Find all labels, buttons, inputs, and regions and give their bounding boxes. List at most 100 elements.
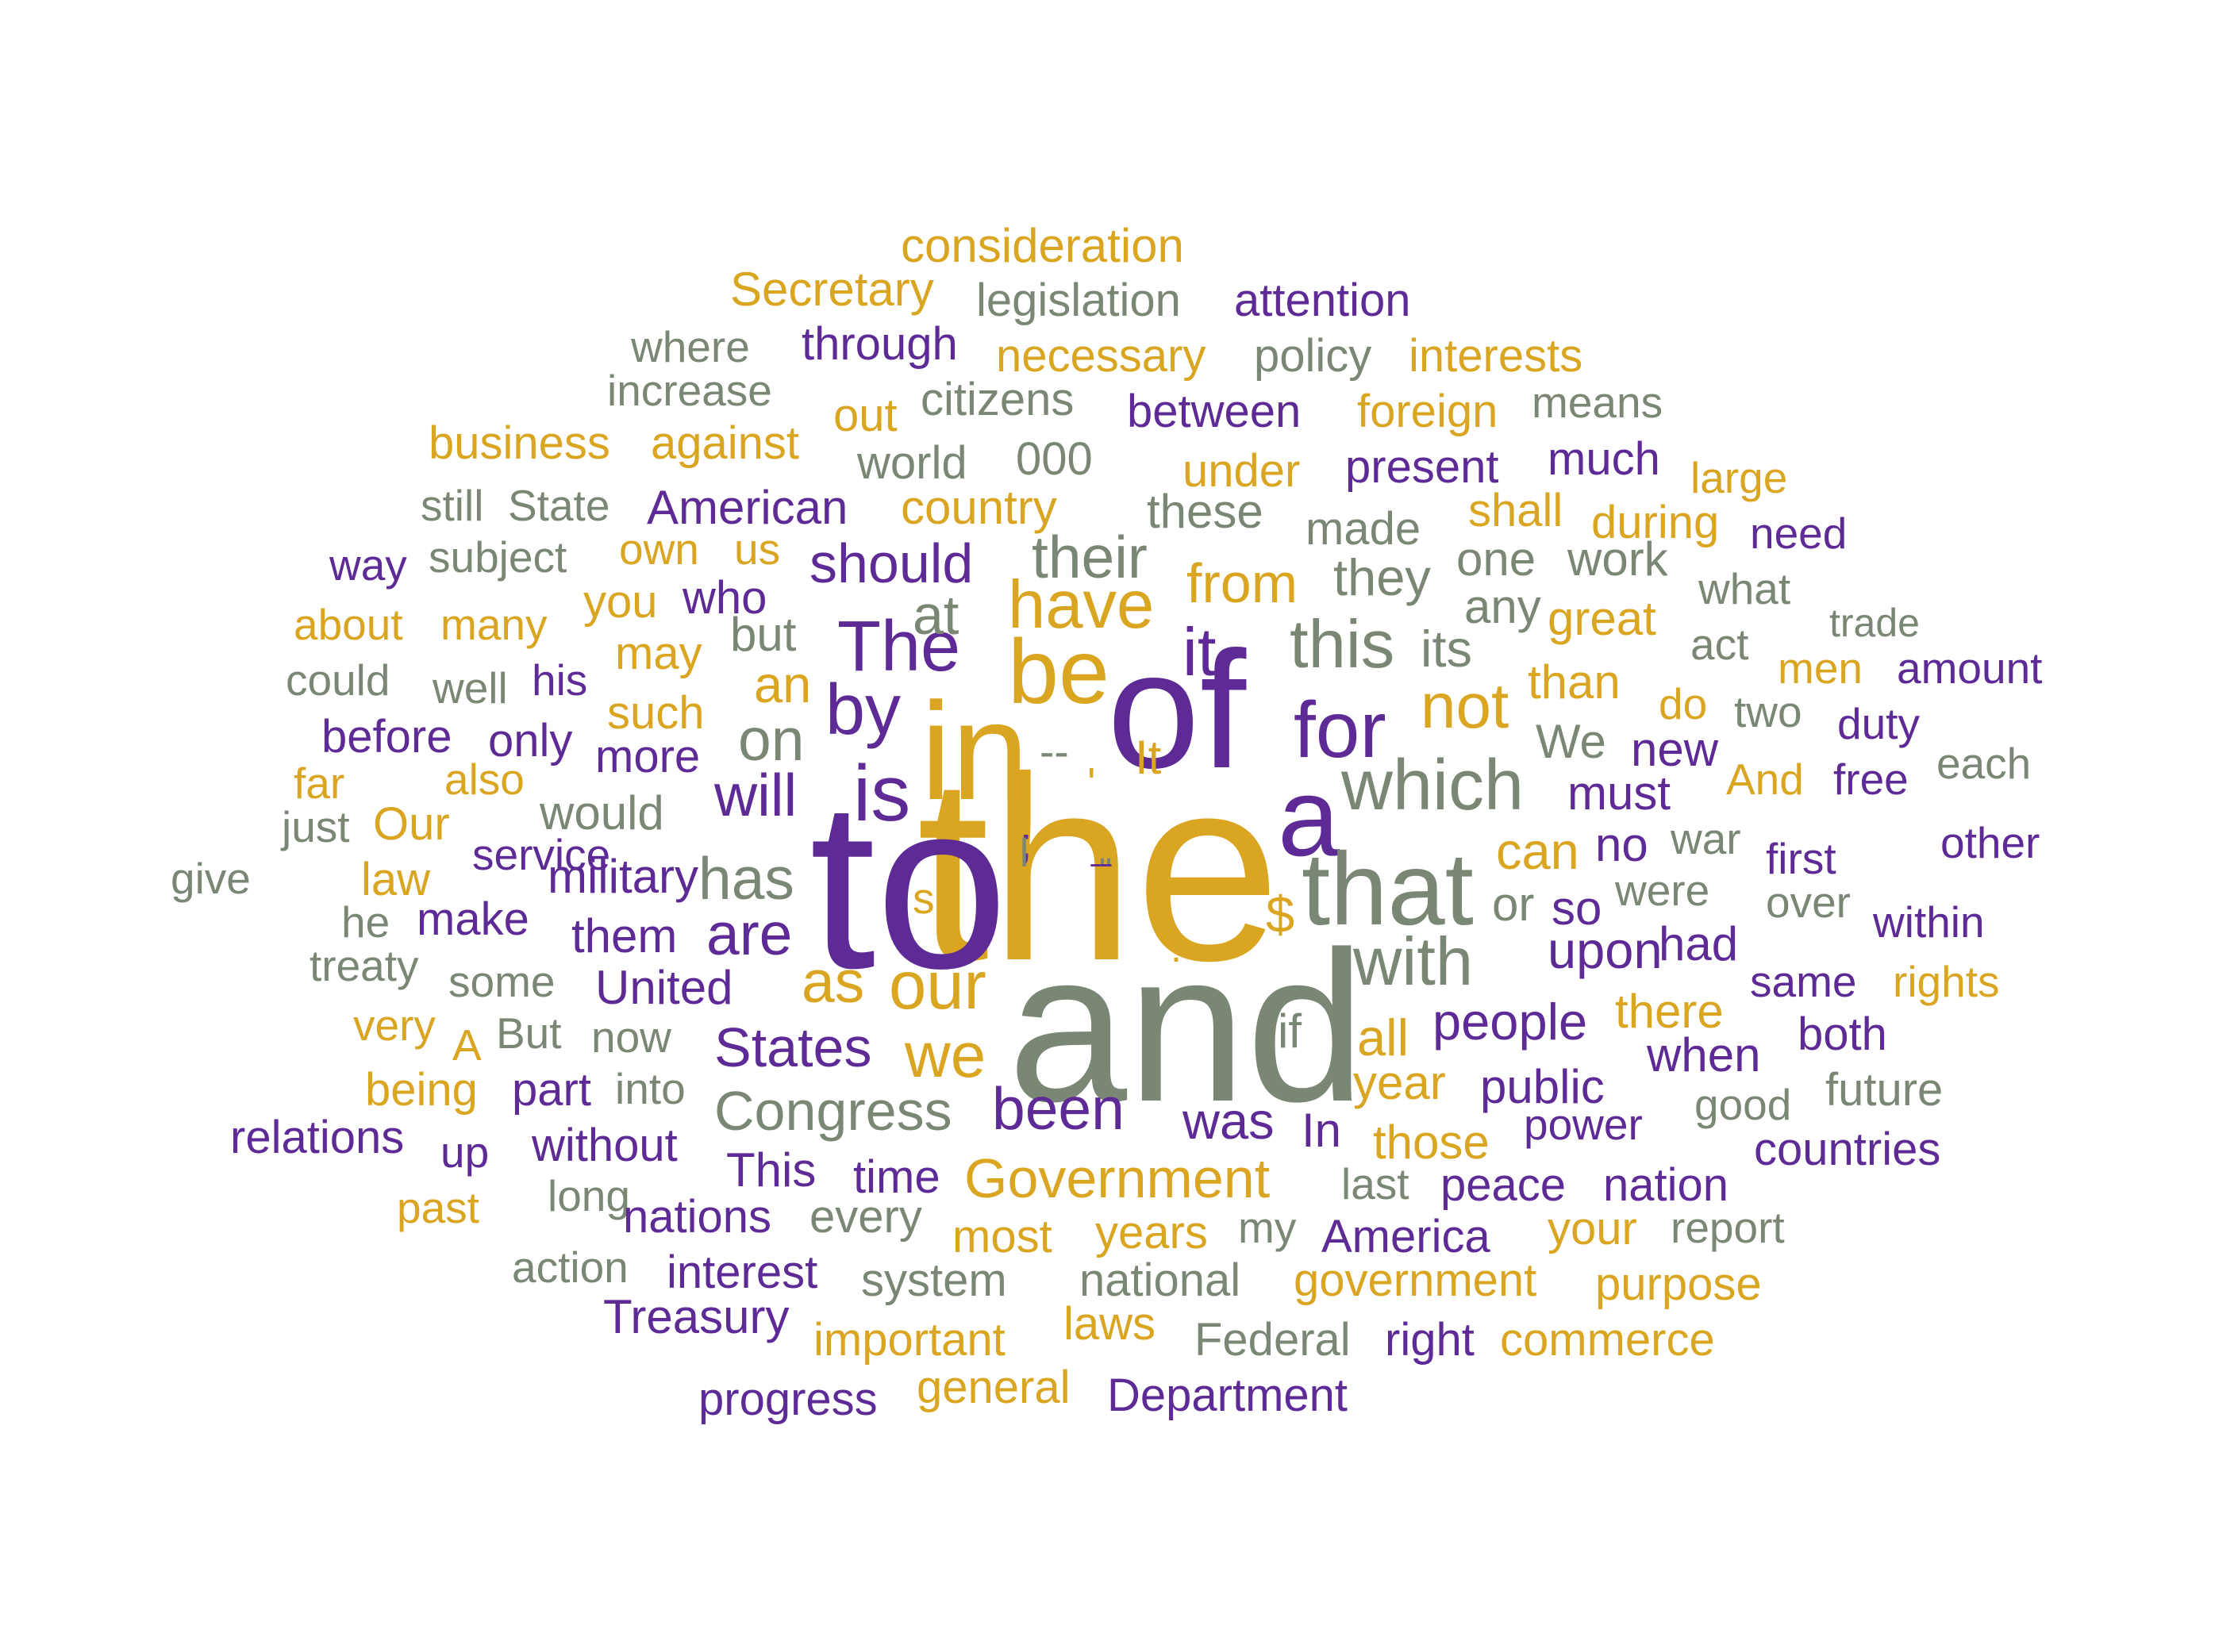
word-30: Congress [714, 1080, 952, 1142]
word-89: against [651, 417, 800, 469]
word-137: would [540, 786, 664, 839]
word-160: being [365, 1064, 478, 1116]
word-190: Treasury [603, 1290, 790, 1343]
word-173: nation [1603, 1159, 1729, 1211]
word-159: both [1798, 1008, 1887, 1060]
word-132: And [1726, 755, 1804, 804]
word-59: there [1615, 985, 1724, 1038]
word-56: public [1480, 1060, 1605, 1113]
word-83: out [833, 390, 898, 441]
word-87: means [1532, 378, 1663, 427]
word-64: It [1135, 731, 1162, 784]
word-85: between [1127, 386, 1302, 437]
word-164: future [1825, 1064, 1944, 1116]
word-185: interest [667, 1247, 818, 1298]
word-55: had [1659, 917, 1739, 970]
word-194: right [1385, 1314, 1475, 1366]
word-47: they [1333, 548, 1431, 606]
word-39: upon [1548, 921, 1663, 979]
word-28: been [992, 1075, 1125, 1142]
word-157: But [496, 1008, 562, 1058]
word-6: a [1278, 755, 1340, 879]
word-107: own [619, 524, 699, 574]
word-5: in [921, 674, 1029, 829]
word-27: from [1186, 552, 1298, 614]
word-118: well [433, 663, 508, 713]
word-19: it [1182, 615, 1217, 690]
word-63: $ [1266, 886, 1295, 943]
word-176: nations [623, 1191, 772, 1243]
word-65: s [913, 874, 935, 923]
word-60: when [1647, 1028, 1761, 1081]
word-14: by [825, 670, 902, 750]
word-45: than [1528, 655, 1621, 709]
word-149: within [1873, 897, 1985, 947]
word-178: most [952, 1211, 1052, 1262]
word-109: what [1698, 564, 1791, 613]
word-191: important [813, 1314, 1006, 1366]
word-197: general [917, 1362, 1071, 1413]
word-151: some [448, 957, 556, 1006]
word-183: report [1671, 1203, 1785, 1252]
word-100: these [1147, 485, 1263, 538]
word-123: such [607, 687, 705, 739]
word-96: still [421, 481, 484, 530]
word-121: men [1778, 644, 1863, 693]
word-76: attention [1234, 275, 1411, 326]
word-125: two [1734, 687, 1802, 736]
word-108: us [734, 524, 781, 574]
word-73: consideration [901, 219, 1184, 272]
word-143: other [1940, 818, 2040, 867]
word-82: increase [607, 366, 772, 415]
word-21: as [802, 948, 865, 1015]
word-32: should [809, 532, 974, 594]
word-196: progress [698, 1373, 878, 1425]
word-147: them [571, 909, 678, 962]
word-154: rights [1893, 957, 2000, 1006]
word-70: " [1099, 851, 1112, 891]
word-128: more [595, 731, 701, 782]
word-54: were [1615, 866, 1710, 915]
word-15: The [837, 607, 961, 686]
word-68: : [1171, 926, 1182, 970]
word-168: countries [1754, 1124, 1941, 1175]
word-129: duty [1837, 699, 1920, 748]
word-75: legislation [976, 275, 1181, 326]
word-127: only [488, 715, 573, 766]
word-3: and [1008, 908, 1366, 1147]
word-44: new [1631, 723, 1719, 776]
word-41: no [1595, 818, 1648, 871]
word-198: Department [1107, 1370, 1348, 1421]
word-7: that [1302, 831, 1474, 947]
word-62: if [1278, 1005, 1302, 1058]
word-12: our [889, 948, 986, 1024]
word-119: his [532, 655, 588, 705]
word-34: an [754, 655, 812, 713]
word-33: at [913, 584, 959, 646]
word-166: up [440, 1128, 490, 1177]
word-8: be [1008, 621, 1109, 723]
word-136: Our [373, 798, 450, 850]
word-165: relations [230, 1112, 405, 1163]
word-9: is [853, 749, 911, 838]
word-163: good [1694, 1080, 1792, 1129]
word-148: over [1766, 878, 1851, 927]
word-49: great [1548, 592, 1656, 645]
word-133: free [1833, 755, 1909, 804]
word-93: present [1345, 441, 1499, 493]
word-10: for [1294, 686, 1386, 774]
word-174: past [397, 1183, 479, 1232]
word-114: but [730, 608, 797, 661]
word-72: l [1020, 831, 1029, 875]
word-23: are [706, 901, 793, 967]
word-182: your [1548, 1203, 1637, 1254]
word-101: made [1306, 503, 1421, 555]
word-74: Secretary [730, 263, 934, 316]
word-31: States [714, 1016, 872, 1078]
word-42: must [1567, 766, 1671, 820]
word-141: military [548, 850, 698, 903]
word-18: not [1421, 670, 1509, 741]
word-115: trade [1829, 601, 1920, 645]
word-22: has [698, 845, 794, 912]
word-88: business [429, 417, 610, 469]
